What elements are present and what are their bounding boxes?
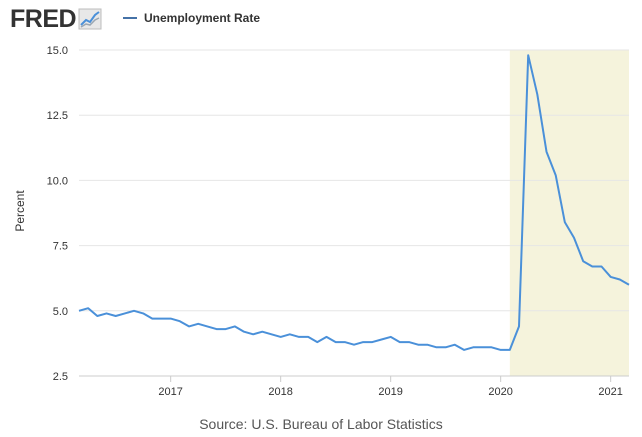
fred-logo[interactable]: FRED [10, 4, 102, 34]
y-axis-label: Percent [13, 190, 27, 232]
y-axis-ticks: 2.5 5.0 7.5 10.0 12.5 15.0 [47, 45, 68, 383]
fred-chart-icon [78, 8, 102, 30]
chart-legend[interactable]: Unemployment Rate [123, 11, 260, 25]
x-tick-label: 2017 [158, 386, 182, 398]
recession-shading-layer [509, 50, 629, 376]
y-tick-label: 10.0 [47, 175, 68, 187]
series-line-unemployment-rate[interactable] [78, 54, 630, 351]
legend-swatch [123, 17, 137, 19]
x-tick-label: 2020 [488, 386, 512, 398]
y-tick-label: 15.0 [47, 45, 68, 57]
chart-header: FRED Unemployment Rate [0, 0, 642, 40]
x-axis-ticks: 2017 2018 2019 2020 2021 [79, 375, 629, 398]
y-tick-label: 7.5 [53, 241, 68, 253]
series-layer [78, 54, 630, 351]
y-tick-label: 12.5 [47, 110, 68, 122]
fred-wordmark: FRED [10, 4, 77, 33]
x-tick-label: 2021 [598, 386, 622, 398]
y-tick-label: 2.5 [53, 371, 68, 383]
legend-label: Unemployment Rate [144, 11, 261, 25]
x-tick-label: 2019 [378, 386, 402, 398]
x-tick-label: 2018 [268, 386, 292, 398]
source-note: Source: U.S. Bureau of Labor Statistics [199, 416, 443, 432]
y-tick-label: 5.0 [53, 306, 68, 318]
recession-shade [509, 50, 629, 376]
